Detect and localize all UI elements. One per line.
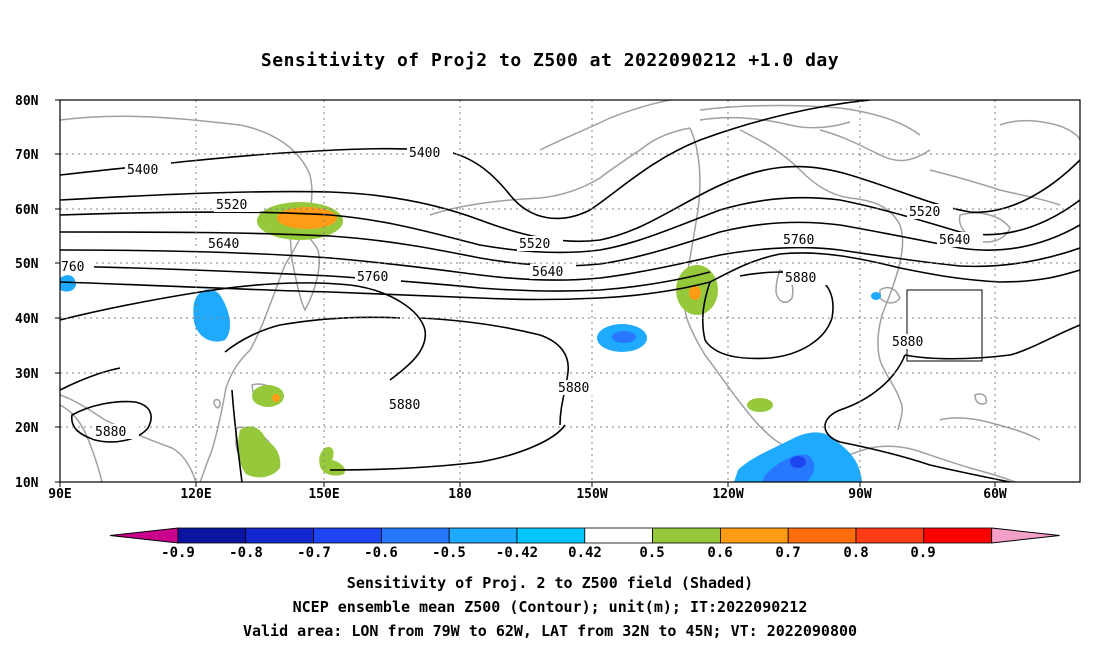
longitude-labels: 90E 120E 150E 180 150W 120W 90W 60W [48,487,1007,502]
negative-peak-east-pacific [790,456,806,468]
positive-core-small [272,394,280,402]
map-frame [59,99,1081,483]
valid-area-box [906,289,983,362]
colorbar-label: -0.5 [432,545,466,561]
contour-label: 5880 [892,335,923,350]
lon-label: 150W [576,487,607,502]
colorbar-label: 0.9 [910,545,935,561]
contour-label: 5520 [216,198,247,213]
positive-area-west-pacific [238,426,281,478]
colorbar-box [652,527,721,544]
lat-label: 60N [15,203,39,218]
colorbar-label: -0.6 [364,545,398,561]
contour-label: 5640 [939,233,970,248]
colorbar-box [584,527,653,544]
positive-core-west-coast [689,286,701,300]
colorbar-box [855,527,925,544]
colorbar-labels: -0.9 -0.8 -0.7 -0.6 -0.5 -0.42 0.42 0.5 … [161,545,936,561]
lon-label: 120W [712,487,743,502]
contour-label: 5520 [909,205,940,220]
map-title: Sensitivity of Proj2 to Z500 at 20220902… [260,50,840,71]
lat-label: 30N [15,367,39,382]
contour-label: 5880 [95,425,126,440]
lat-label: 80N [15,94,39,109]
colorbar-label: -0.7 [297,545,331,561]
contour-label: 5400 [409,146,440,161]
negative-area-west-edge [60,275,76,292]
contour-label: 5640 [208,237,239,252]
negative-core-pacific [612,331,636,343]
contour-label: 760 [61,260,84,275]
positive-core-siberia [277,207,337,229]
colorbar-label: 0.7 [775,545,800,561]
contour-label: 5520 [519,237,550,252]
caption-line-3: Valid area: LON from 79W to 62W, LAT fro… [242,622,858,640]
contour-label: 5880 [785,271,816,286]
colorbar-label: 0.8 [843,545,868,561]
gridlines [60,100,1080,482]
lon-label: 120E [180,487,211,502]
lon-label: 90W [848,487,872,502]
positive-area-pacific-2 [319,446,346,476]
colorbar-label: 0.42 [568,545,602,561]
colorbar-left-triangle [109,527,179,544]
contour-label: 5880 [558,381,589,396]
colorbar [109,527,1060,544]
colorbar-box [245,527,315,544]
colorbar-box [720,527,789,544]
lon-label: 90E [48,487,71,502]
lon-label: 60W [983,487,1007,502]
colorbar-label: -0.42 [496,545,538,561]
colorbar-label: -0.8 [229,545,263,561]
lat-label: 10N [15,476,39,491]
contour-label: 5640 [532,265,563,280]
colorbar-box [787,527,857,544]
positive-area-mexico [747,398,773,412]
coastlines [60,100,1080,482]
colorbar-label: 0.5 [639,545,664,561]
caption-line-2: NCEP ensemble mean Z500 (Contour); unit(… [292,598,808,616]
latitude-labels: 80N 70N 60N 50N 40N 30N 20N 10N [15,94,39,491]
colorbar-box [516,527,586,544]
lon-label: 150E [308,487,339,502]
caption-line-1: Sensitivity of Proj. 2 to Z500 field (Sh… [346,574,754,592]
contour-label: 5760 [783,233,814,248]
lat-label: 50N [15,257,39,272]
contour-label-group: 5400 5400 5520 5520 5520 5640 5640 5640 … [60,145,983,440]
negative-area-atlantic [871,292,881,300]
colorbar-label: -0.9 [161,545,195,561]
colorbar-box [380,527,450,544]
colorbar-box [313,527,382,544]
negative-area-china [193,289,231,342]
colorbar-box [448,527,518,544]
lat-label: 20N [15,421,39,436]
contour-label: 5400 [127,163,158,178]
colorbar-right-triangle [991,527,1060,544]
lon-label: 180 [448,487,472,502]
colorbar-box [923,527,992,544]
lat-label: 70N [15,148,39,163]
axis-ticks [55,99,996,487]
contour-label: 5880 [389,398,420,413]
contour-label: 5760 [357,270,388,285]
colorbar-label: 0.6 [707,545,732,561]
colorbar-box [177,527,247,544]
lat-label: 40N [15,312,39,327]
